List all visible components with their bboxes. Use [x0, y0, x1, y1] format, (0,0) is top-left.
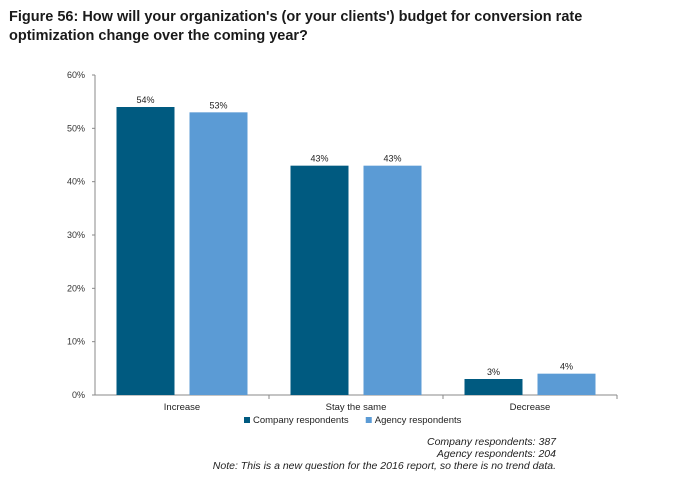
- bar: [464, 379, 523, 395]
- bar: [537, 373, 596, 395]
- data-label: 43%: [310, 154, 328, 164]
- data-label: 53%: [209, 100, 227, 110]
- data-label: 43%: [383, 154, 401, 164]
- legend-swatch: [244, 417, 250, 423]
- data-label: 3%: [487, 367, 500, 377]
- y-tick-label: 60%: [67, 70, 85, 80]
- chart-title: Figure 56: How will your organization's …: [9, 9, 583, 44]
- y-tick-label: 10%: [67, 337, 85, 347]
- legend-swatch: [365, 417, 372, 423]
- company-respondents-note: Company respondents: 387: [427, 436, 556, 448]
- data-label: 54%: [136, 95, 154, 105]
- x-tick-label: Increase: [164, 402, 200, 413]
- trend-note: Note: This is a new question for the 201…: [212, 460, 556, 472]
- legend-label: Company respondents: [253, 415, 349, 426]
- bar: [116, 107, 175, 395]
- y-tick-label: 30%: [67, 230, 85, 240]
- agency-respondents-note: Agency respondents: 204: [436, 448, 556, 460]
- bar: [290, 165, 349, 395]
- chart-legend: Company respondents Agency respondents: [244, 415, 462, 426]
- x-tick-label: Decrease: [510, 402, 551, 413]
- bar: [189, 112, 248, 395]
- data-label: 4%: [560, 362, 573, 372]
- y-tick-label: 20%: [67, 283, 85, 293]
- y-tick-label: 40%: [67, 177, 85, 187]
- y-tick-label: 0%: [72, 390, 85, 400]
- x-tick-label: Stay the same: [326, 402, 387, 413]
- chart-labels: 54% 53% Increase 43% 43% Stay the same 3% 4% Dec…: [136, 95, 573, 413]
- chart-axes: 0% 10% 20% 30% 40% 50% 60%: [67, 70, 618, 400]
- chart-bars: [116, 107, 596, 395]
- y-tick-label: 50%: [67, 123, 85, 133]
- legend-label: Agency respondents: [375, 415, 462, 426]
- bar: [363, 165, 422, 395]
